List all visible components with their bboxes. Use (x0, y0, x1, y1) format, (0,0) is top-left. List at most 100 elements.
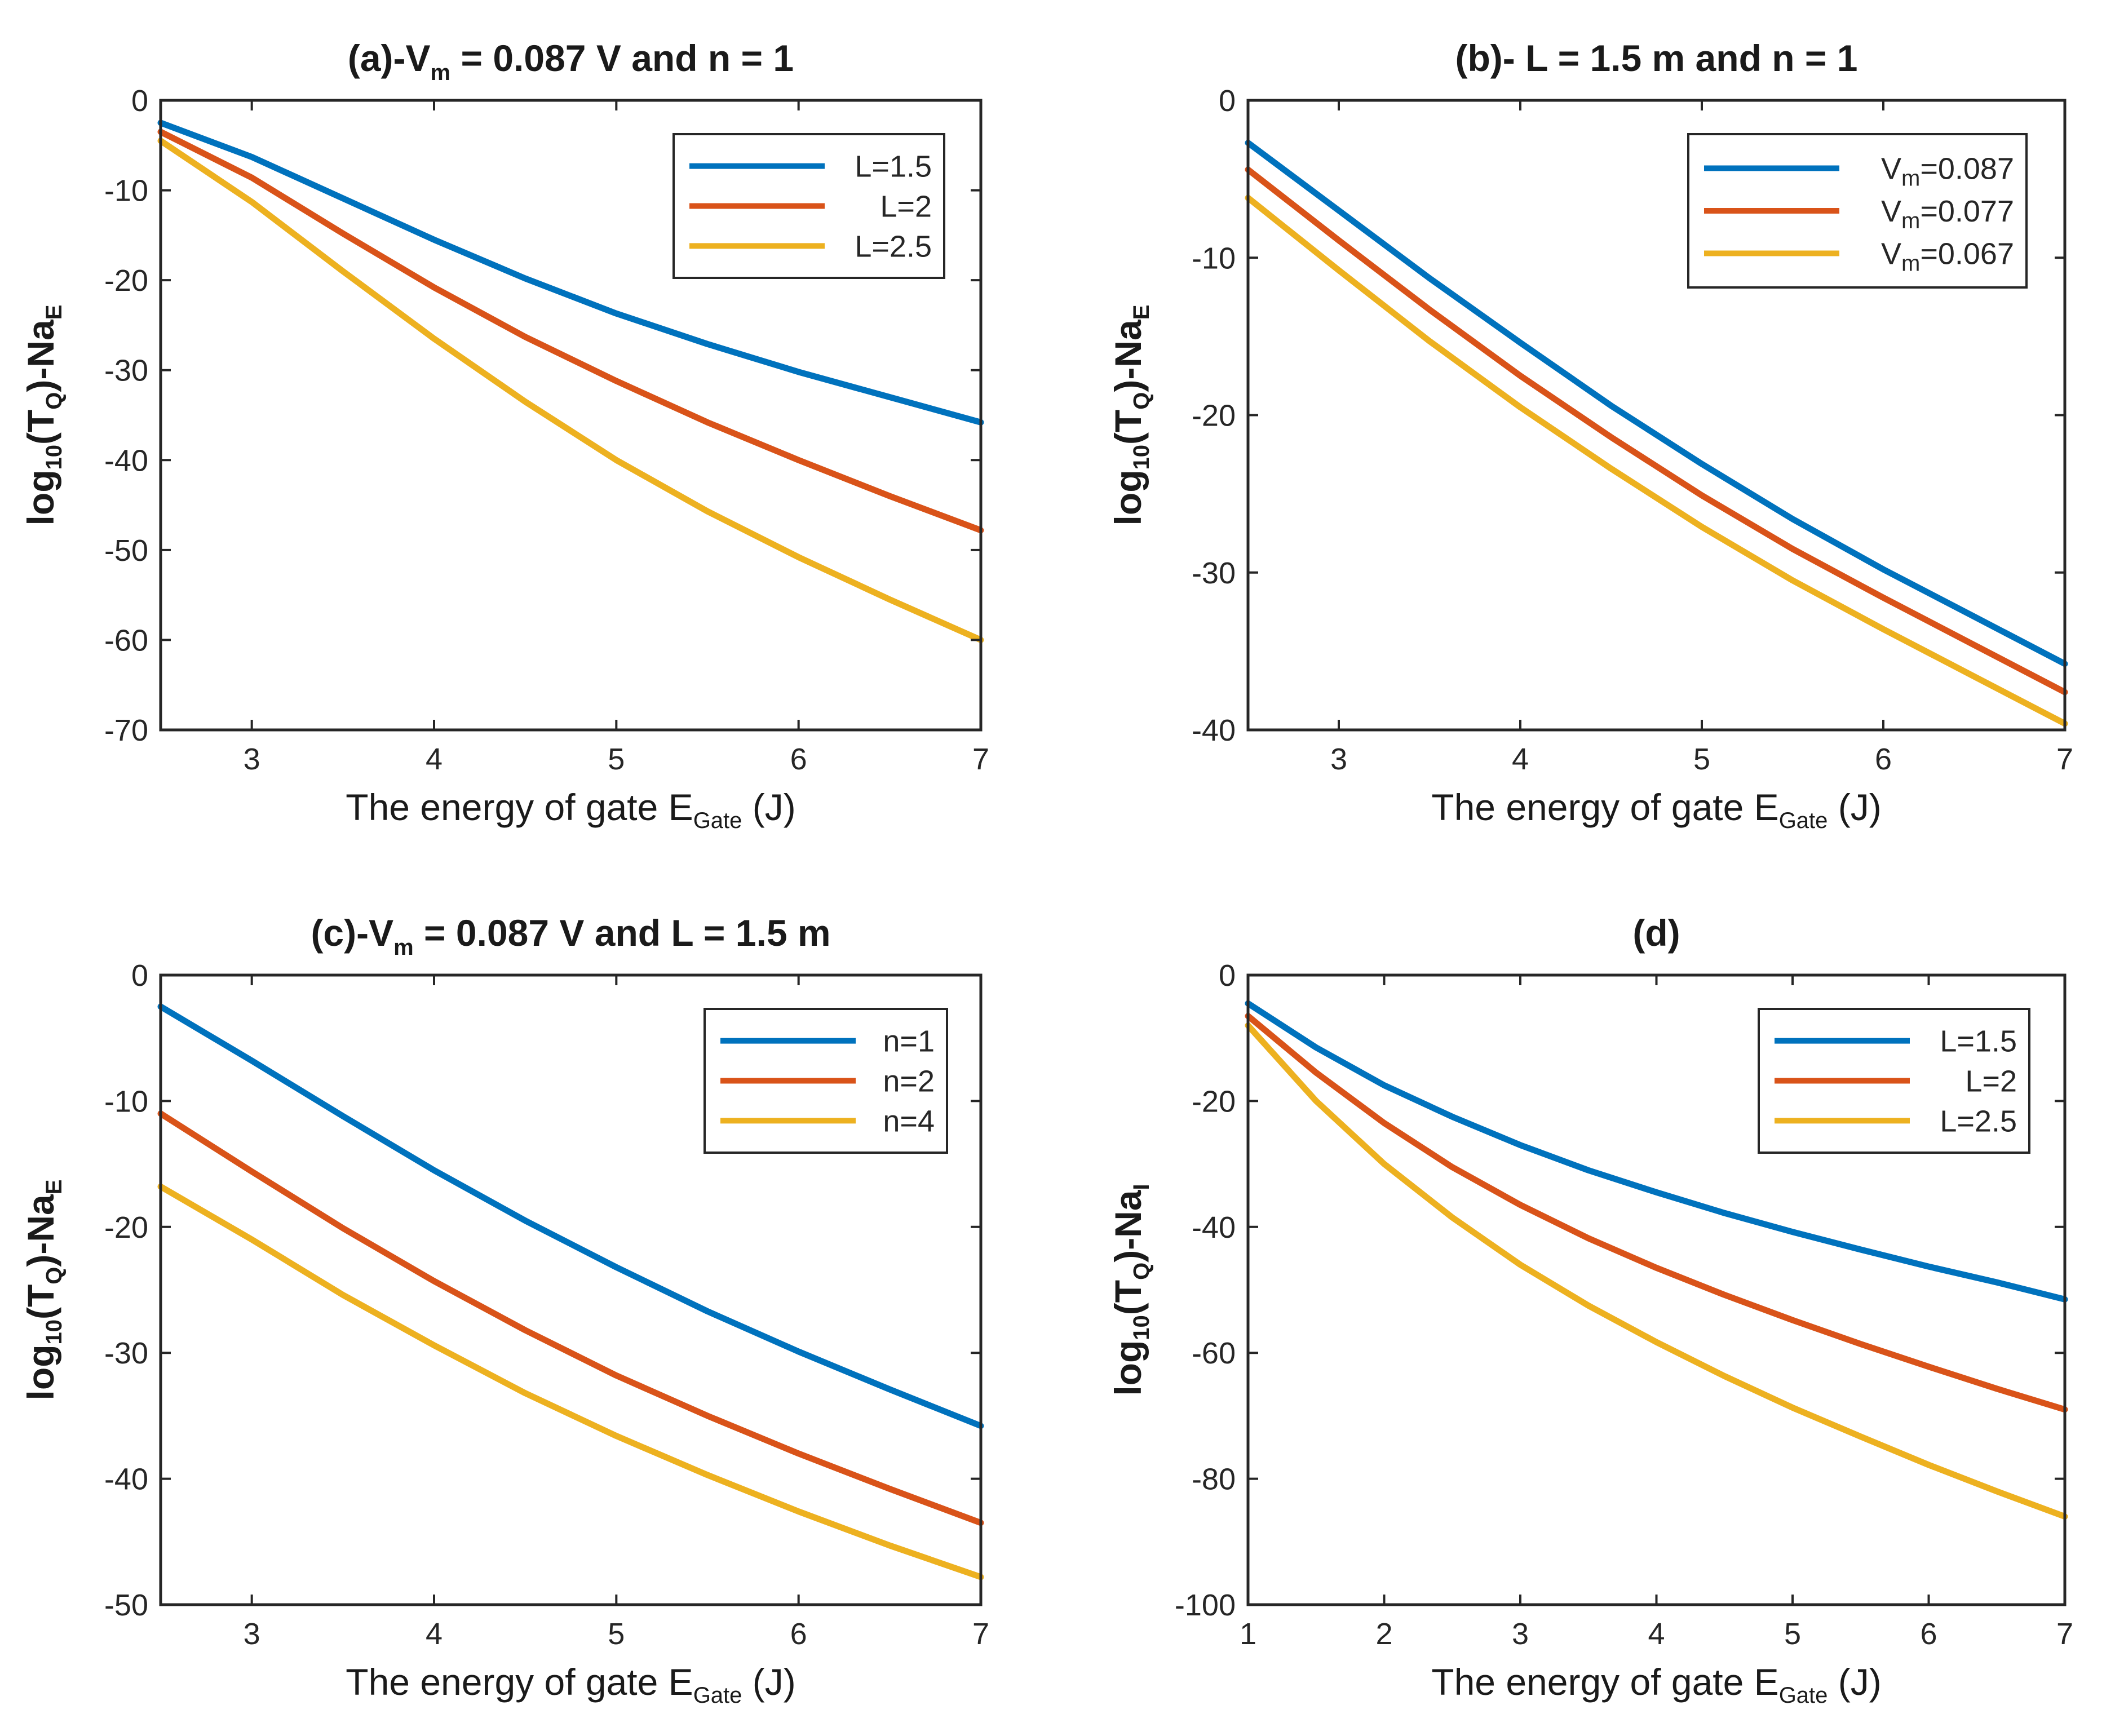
x-axis-label: The energy of gate EGate (J) (346, 1661, 795, 1708)
x-label-subscript: Gate (693, 1683, 742, 1708)
y-tick-label: -20 (104, 264, 148, 298)
y-label-text: log (20, 1344, 61, 1400)
y-tick-label: -60 (104, 623, 148, 657)
x-tick-label: 5 (608, 1617, 625, 1651)
legend-text: L=2 (1965, 1065, 2017, 1099)
x-label-unit: (J) (1828, 1661, 1881, 1703)
legend: L=1.5 L=2 L=2.5 (672, 133, 945, 279)
title-text: (c)-V (311, 912, 393, 954)
legend-text: n=1 (883, 1025, 935, 1059)
y-tick-label: -10 (1192, 241, 1236, 275)
x-label-text: The energy of gate E (1431, 786, 1778, 828)
legend-text: L=1.5 (1940, 1025, 2017, 1059)
y-axis-label: log10(TQ)-NaI (1107, 1184, 1154, 1396)
title-subscript: m (393, 935, 414, 960)
y-tick-label: -20 (1192, 399, 1236, 433)
y-tick-label: 0 (131, 84, 148, 118)
chart-title: (c)-Vm = 0.087 V and L = 1.5 m (311, 912, 830, 960)
y-axis-label: log10(TQ)-NaE (20, 305, 67, 526)
y-label-subscript: I (1129, 1184, 1154, 1190)
legend-subscript: m (1901, 166, 1920, 191)
y-label-text-mid: (T (1107, 410, 1149, 445)
series-line-1 (1245, 1000, 2068, 1303)
y-tick-label: -30 (104, 354, 148, 388)
y-label-subscript: Q (1129, 392, 1154, 410)
y-label-subscript: E (42, 305, 67, 320)
series-line-2 (1245, 166, 2068, 696)
title-text-rest: = 0.087 V and L = 1.5 m (414, 912, 831, 954)
y-tick-label: -70 (104, 714, 148, 747)
x-label-text: The energy of gate E (346, 1661, 693, 1703)
x-label-unit: (J) (742, 786, 795, 828)
y-label-text-post: )-Na (20, 319, 61, 392)
legend-text: L=2 (880, 190, 932, 224)
panel-a: 3 4 5 6 7 0 -10 -20 -30 -40 -50 -60 -70 (a)-Vm = 0.08… (20, 37, 989, 833)
series-line-3 (1245, 1022, 2068, 1520)
title-subscript: m (431, 60, 451, 85)
chart-title: (b)- L = 1.5 m and n = 1 (1455, 37, 1858, 79)
panel-c: 3 4 5 6 7 0 -10 -20 -30 -40 -50 (c)-Vm = 0.087 V an… (20, 912, 989, 1708)
legend: n=1 n=2 n=4 (703, 1008, 948, 1154)
x-axis-label: The energy of gate EGate (J) (1431, 1661, 1881, 1708)
x-tick-label: 1 (1240, 1617, 1256, 1651)
y-tick-label: -100 (1175, 1588, 1236, 1622)
x-axis-label: The energy of gate EGate (J) (1431, 786, 1881, 833)
y-tick-label: -20 (104, 1211, 148, 1245)
legend-entry-label: L=2 (880, 190, 932, 224)
legend-text: n=2 (883, 1065, 935, 1099)
x-tick-label: 5 (608, 742, 625, 776)
axes-frame (159, 99, 983, 732)
legend-text: V (1881, 237, 1901, 271)
x-label-unit: (J) (1828, 786, 1881, 828)
x-label-unit: (J) (742, 1661, 795, 1703)
y-label-subscript: 10 (1129, 445, 1154, 470)
y-tick-label: -40 (1192, 714, 1236, 747)
y-label-subscript: E (42, 1180, 67, 1195)
legend-text: n=4 (883, 1104, 935, 1138)
y-label-text-mid: (T (20, 410, 61, 445)
x-tick-label: 5 (1784, 1617, 1801, 1651)
legend-entry-label: L=2 (1965, 1065, 2017, 1099)
chart-title: (d) (1632, 912, 1680, 954)
y-label-subscript: E (1129, 305, 1154, 320)
y-label-text-post: )-Na (20, 1194, 61, 1267)
series-line-3 (1245, 194, 2068, 727)
y-tick-label: -40 (104, 1463, 148, 1496)
y-tick-label: -10 (104, 174, 148, 208)
legend-text: V (1881, 152, 1901, 185)
series-line-2 (157, 129, 984, 534)
legend-entry-label: n=4 (883, 1104, 935, 1138)
x-tick-label: 7 (2056, 742, 2073, 776)
x-tick-label: 7 (972, 1617, 989, 1651)
legend-entry-label: n=1 (883, 1025, 935, 1059)
y-label-text-post: )-Na (1107, 1189, 1149, 1263)
legend-text-rest: =0.067 (1920, 237, 2014, 271)
x-tick-label: 4 (426, 1617, 443, 1651)
x-tick-label: 6 (1875, 742, 1892, 776)
y-axis-label: log10(TQ)-NaE (20, 1180, 67, 1401)
x-tick-label: 3 (1512, 1617, 1529, 1651)
legend-entry-label: L=2.5 (1940, 1104, 2017, 1138)
x-label-text: The energy of gate E (346, 786, 693, 828)
legend-entry-label: L=2.5 (855, 229, 932, 263)
y-label-subscript: 10 (1129, 1315, 1154, 1340)
y-axis-label: log10(TQ)-NaE (1107, 305, 1154, 526)
y-tick-label: -40 (104, 444, 148, 477)
y-tick-label: 0 (1219, 84, 1236, 118)
y-label-text: log (1107, 470, 1149, 525)
y-tick-label: -60 (1192, 1336, 1236, 1370)
series-line-3 (157, 138, 984, 643)
chart-title: (a)-Vm = 0.087 V and n = 1 (348, 37, 794, 85)
legend-entry-label: Vm=0.077 (1881, 194, 2014, 233)
y-label-text-post: )-Na (1107, 319, 1149, 392)
legend-entry-label: Vm=0.067 (1881, 237, 2014, 276)
x-label-subscript: Gate (1779, 1683, 1828, 1708)
y-label-subscript: Q (42, 1267, 67, 1285)
x-tick-label: 2 (1375, 1617, 1392, 1651)
series-line-1 (157, 119, 984, 426)
x-tick-label: 3 (1330, 742, 1347, 776)
y-tick-label: -40 (1192, 1211, 1236, 1245)
series-line-2 (1245, 1013, 2068, 1413)
